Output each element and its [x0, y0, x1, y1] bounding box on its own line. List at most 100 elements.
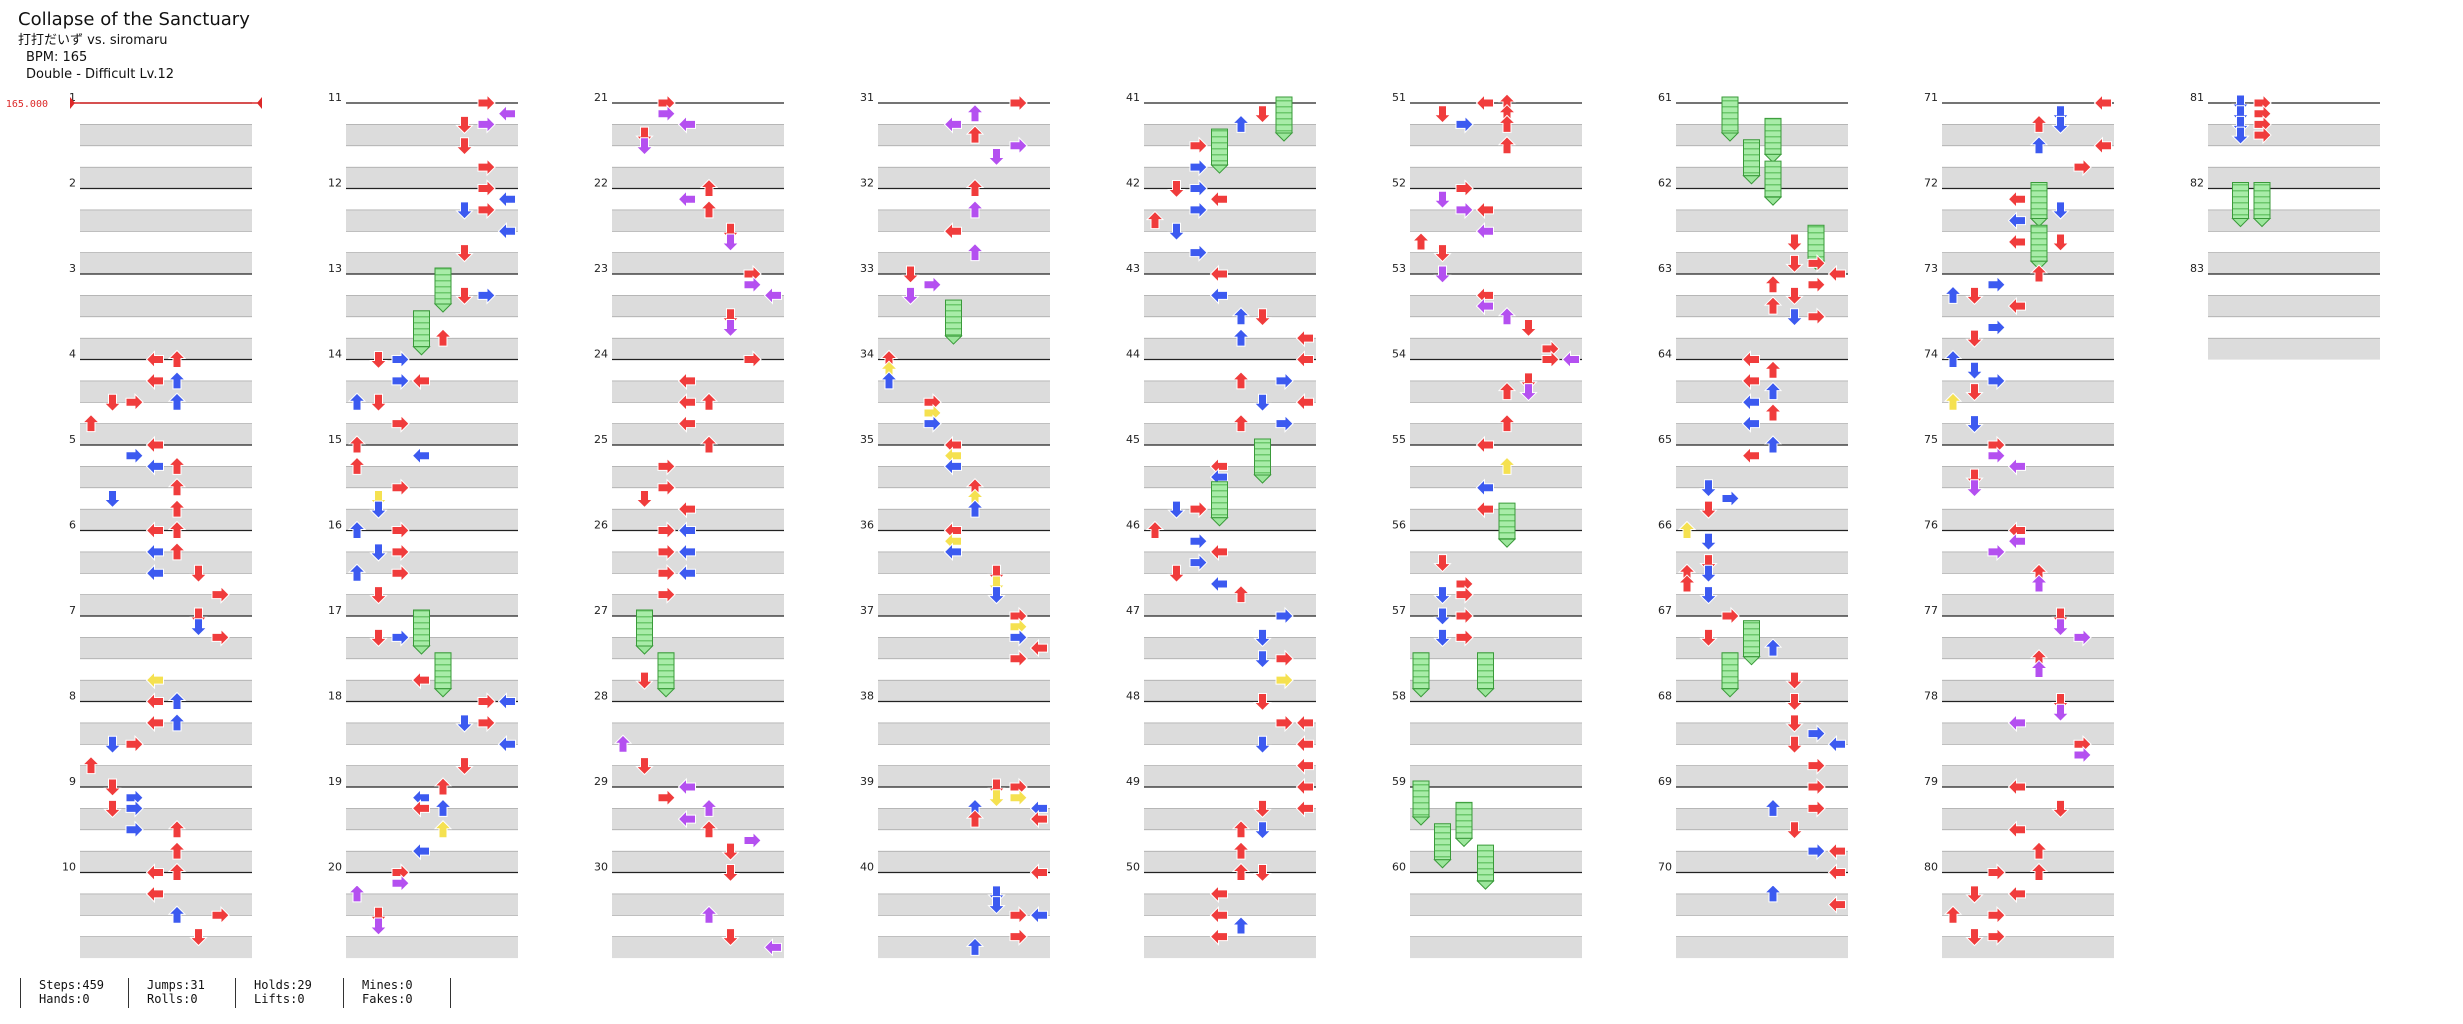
- step-arrow: [347, 520, 367, 539]
- step-arrow: [2007, 713, 2026, 733]
- measure-82: 82: [2190, 177, 2380, 275]
- hold-note: [656, 652, 676, 698]
- step-arrow: [1475, 499, 1494, 519]
- measure-39: 39: [860, 775, 1050, 873]
- step-arrow: [743, 350, 762, 369]
- measure-5: 5: [69, 433, 252, 531]
- measure-number: 42: [1126, 177, 1140, 190]
- step-arrow: [657, 585, 676, 604]
- step-arrow: [1807, 799, 1826, 818]
- step-arrow: [167, 392, 187, 411]
- measure-number: 69: [1658, 775, 1672, 788]
- step-arrow: [2029, 862, 2049, 881]
- step-arrow: [721, 233, 740, 252]
- stat-fakes: Fakes:0: [362, 992, 413, 1006]
- step-arrow: [167, 520, 187, 539]
- step-arrow: [901, 265, 920, 284]
- step-arrow: [167, 371, 187, 390]
- hold-note: [635, 609, 654, 655]
- step-arrow: [1029, 906, 1048, 925]
- measure-23: 23: [594, 262, 784, 360]
- step-arrow: [965, 809, 985, 828]
- step-arrow: [677, 564, 696, 583]
- step-arrow: [189, 928, 208, 947]
- step-arrow: [1741, 446, 1760, 465]
- measure-34: 34: [860, 348, 1050, 446]
- step-arrow: [1167, 564, 1186, 583]
- measure-12: 12: [328, 177, 518, 275]
- step-arrow: [1009, 628, 1028, 647]
- step-arrow: [2029, 264, 2049, 283]
- hold-note: [1411, 780, 1431, 826]
- stat-group-mines: Mines:0 Fakes:0: [343, 978, 413, 1008]
- step-arrow: [411, 841, 430, 861]
- measure-48: 48: [1126, 690, 1316, 788]
- step-arrow: [2073, 628, 2092, 647]
- step-arrow: [1455, 179, 1474, 198]
- measure-number: 12: [328, 177, 342, 190]
- measure-number: 14: [328, 348, 342, 361]
- measure-64: 64: [1658, 348, 1848, 446]
- stat-steps: Steps:459: [39, 978, 105, 992]
- step-arrow: [1763, 274, 1783, 294]
- measure-number: 24: [594, 348, 608, 361]
- measure-61: 61: [1658, 91, 1848, 189]
- step-arrow: [1209, 189, 1228, 209]
- measure-number: 4: [69, 348, 76, 361]
- step-arrow: [1497, 307, 1517, 326]
- step-arrow: [1253, 105, 1272, 124]
- step-arrow: [1295, 735, 1314, 754]
- step-arrow: [455, 137, 474, 156]
- step-arrow: [497, 189, 516, 209]
- step-arrow: [1433, 554, 1452, 573]
- step-arrow: [1987, 542, 2006, 562]
- measure-49: 49: [1126, 775, 1316, 873]
- measure-11: 11: [328, 91, 518, 189]
- step-arrow: [1763, 638, 1783, 657]
- step-arrow: [1677, 574, 1697, 593]
- step-arrow: [1209, 542, 1228, 562]
- measure-2: 2: [69, 177, 252, 275]
- step-arrow: [391, 350, 410, 369]
- step-arrow: [965, 103, 985, 123]
- step-arrow: [125, 735, 144, 754]
- measure-80: 80: [1924, 861, 2114, 959]
- step-arrow: [1699, 479, 1718, 498]
- step-arrow: [1231, 820, 1251, 839]
- step-arrow: [497, 222, 516, 241]
- hold-note: [1497, 502, 1517, 548]
- step-arrow: [657, 521, 676, 540]
- step-arrow: [1295, 713, 1314, 733]
- measure-3: 3: [69, 262, 252, 360]
- step-arrow: [455, 201, 474, 220]
- hold-note: [2029, 224, 2049, 270]
- step-arrow: [965, 242, 985, 262]
- step-arrow: [1275, 713, 1294, 733]
- step-arrow: [1209, 574, 1228, 594]
- measure-1: 1: [69, 91, 252, 189]
- step-arrow: [1455, 115, 1474, 134]
- step-arrow: [2007, 531, 2026, 551]
- measure-9: 9: [69, 775, 252, 873]
- step-arrow: [2029, 659, 2049, 678]
- step-arrow: [1497, 381, 1517, 401]
- step-arrow: [1785, 286, 1804, 306]
- measure-number: 27: [594, 604, 608, 617]
- measure-number: 17: [328, 604, 342, 617]
- measure-63: 63: [1658, 262, 1848, 360]
- measure-70: 70: [1658, 861, 1848, 959]
- measure-25: 25: [594, 433, 784, 531]
- step-arrow: [657, 104, 676, 123]
- step-arrow: [1763, 798, 1783, 817]
- measure-number: 21: [594, 91, 608, 104]
- step-arrow: [1189, 136, 1208, 155]
- step-arrow: [1455, 606, 1474, 626]
- step-arrow: [677, 414, 696, 433]
- measure-78: 78: [1924, 690, 2114, 788]
- measure-75: 75: [1924, 433, 2114, 531]
- step-arrow: [433, 798, 453, 817]
- measure-79: 79: [1924, 775, 2114, 873]
- stat-group-end: [450, 978, 469, 1008]
- step-arrow: [721, 928, 740, 947]
- step-arrow: [965, 200, 985, 219]
